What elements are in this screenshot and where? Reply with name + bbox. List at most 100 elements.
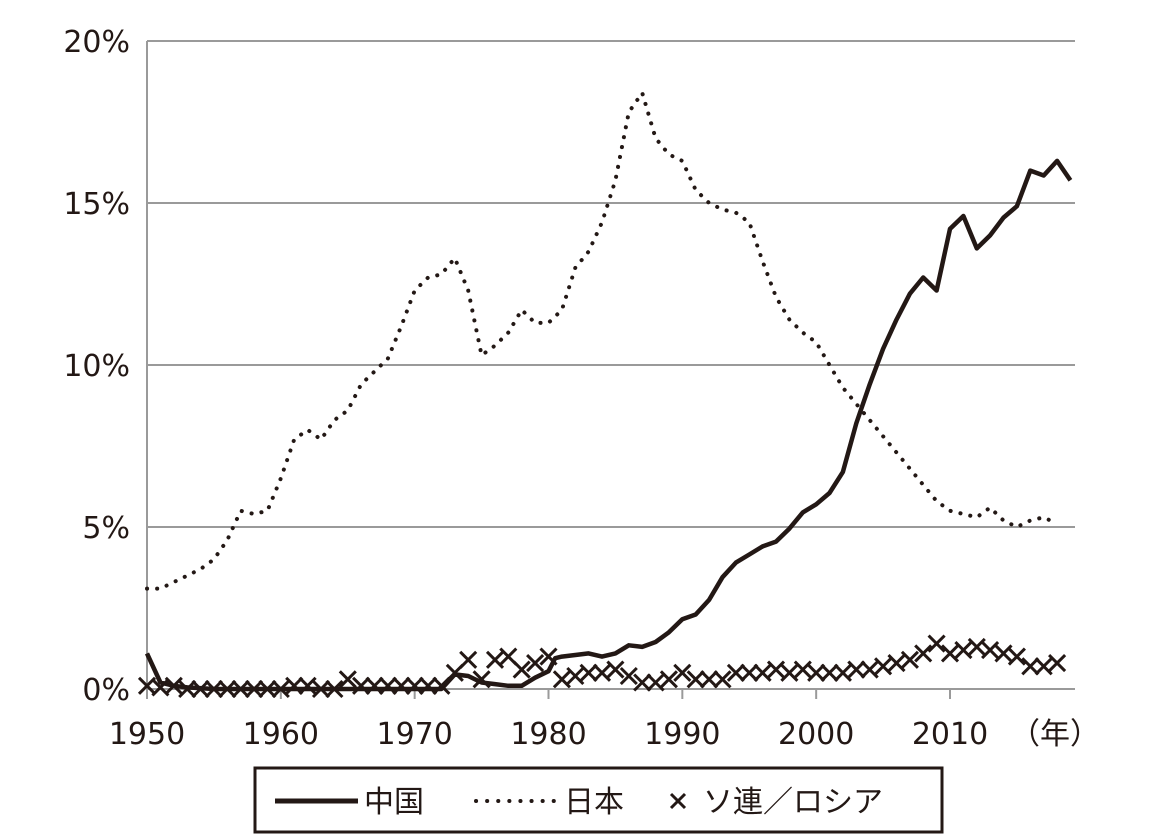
x-marker-point	[164, 676, 183, 695]
x-marker-point	[298, 676, 317, 695]
x-marker-point	[793, 660, 812, 679]
x-marker-point	[619, 666, 638, 686]
series-line-china	[144, 158, 1073, 692]
x-marker-stroke	[365, 676, 384, 695]
y-tick-label: 10%	[63, 349, 130, 384]
x-marker-point	[352, 676, 371, 695]
x-marker-stroke	[311, 679, 331, 699]
x-marker-stroke	[552, 670, 571, 689]
x-marker-point	[231, 679, 250, 699]
legend-label-japan: 日本	[564, 785, 624, 820]
x-marker-stroke	[646, 673, 665, 692]
y-gridlines	[147, 40, 1075, 528]
y-tick-label: 20%	[63, 25, 130, 60]
x-marker-point	[726, 663, 745, 682]
x-marker-stroke	[954, 641, 973, 660]
axes	[146, 41, 1075, 699]
legend-label-china: 中国	[364, 785, 424, 820]
x-marker-stroke	[204, 679, 223, 699]
x-marker-point	[900, 650, 919, 669]
x-marker-point	[1021, 657, 1040, 676]
x-tick-label: 2000	[778, 717, 854, 752]
x-marker-stroke	[1048, 654, 1067, 673]
x-marker-stroke	[780, 663, 799, 682]
x-marker-stroke	[927, 634, 946, 653]
x-marker-stroke	[766, 660, 786, 679]
x-marker-point	[954, 641, 973, 660]
x-marker-point	[753, 663, 772, 682]
x-tick-label: 1970	[376, 717, 452, 752]
x-marker-point	[874, 657, 893, 676]
x-marker-point	[245, 679, 264, 699]
x-tick-label: 2010	[912, 717, 988, 752]
x-marker-stroke	[352, 676, 371, 695]
x-marker-point	[673, 663, 692, 682]
legend-box	[253, 766, 944, 834]
x-marker-point	[592, 663, 612, 682]
x-marker-stroke	[860, 660, 879, 679]
x-marker-point	[700, 670, 719, 689]
x-marker-point	[914, 644, 933, 663]
x-marker-point	[940, 644, 960, 663]
x-marker-point	[338, 670, 357, 689]
x-marker-stroke	[874, 657, 893, 676]
x-marker-stroke	[740, 663, 759, 682]
x-marker-point	[766, 660, 786, 679]
x-tick-label: 1960	[243, 717, 319, 752]
y-tick-labels: 0% 5% 10% 15% 20%	[63, 25, 130, 708]
x-marker-stroke	[1021, 657, 1040, 676]
x-marker-point	[646, 673, 665, 692]
x-marker-point	[526, 654, 545, 673]
legend-swatch-x-marker	[669, 792, 687, 810]
x-marker-point	[271, 679, 290, 699]
x-marker-stroke	[178, 679, 197, 699]
series-layer	[137, 88, 1073, 699]
x-marker-stroke	[700, 670, 719, 689]
x-marker-stroke	[726, 663, 745, 682]
x-marker-stroke	[512, 660, 531, 679]
x-marker-point	[552, 670, 571, 689]
x-marker-point	[659, 670, 678, 689]
x-marker-stroke	[807, 663, 826, 682]
x-marker-point	[579, 663, 598, 682]
x-marker-point	[860, 660, 879, 679]
x-tick-label: 1990	[644, 717, 720, 752]
x-marker-stroke	[151, 678, 170, 697]
legend-label-ussr-russia: ソ連／ロシア	[703, 785, 883, 820]
x-marker-stroke	[298, 676, 317, 695]
x-marker-stroke	[793, 660, 812, 679]
x-marker-point	[633, 673, 652, 692]
x-marker-stroke	[673, 663, 692, 682]
x-marker-stroke	[231, 679, 250, 699]
x-marker-point	[927, 634, 946, 653]
x-marker-stroke	[485, 650, 505, 669]
x-marker-point	[807, 663, 826, 682]
x-marker-stroke	[285, 676, 304, 695]
x-marker-point	[459, 650, 478, 669]
x-marker-point	[311, 679, 331, 699]
x-marker-stroke	[592, 663, 612, 682]
y-tick-label: 15%	[63, 187, 130, 222]
x-marker-stroke	[325, 679, 344, 699]
x-marker-point	[204, 679, 223, 699]
x-marker-stroke	[686, 670, 705, 689]
x-marker-stroke	[191, 679, 210, 699]
x-marker-stroke	[1007, 647, 1026, 666]
x-marker-point	[218, 679, 237, 699]
x-marker-point	[512, 660, 531, 679]
x-marker-stroke	[914, 644, 933, 663]
x-marker-stroke	[633, 673, 652, 692]
x-marker-stroke	[405, 676, 424, 695]
x-marker-point	[472, 670, 491, 689]
x-marker-stroke	[887, 654, 906, 673]
x-marker-stroke	[459, 650, 478, 669]
y-tick-label: 0%	[82, 673, 130, 708]
x-marker-point	[392, 676, 411, 695]
x-marker-point	[740, 663, 759, 682]
x-marker-point	[191, 679, 210, 699]
x-marker-point	[378, 676, 397, 695]
x-tick-label: 1980	[510, 717, 586, 752]
x-marker-point	[820, 663, 839, 682]
x-marker-point	[419, 676, 438, 695]
x-marker-point	[1048, 654, 1067, 673]
